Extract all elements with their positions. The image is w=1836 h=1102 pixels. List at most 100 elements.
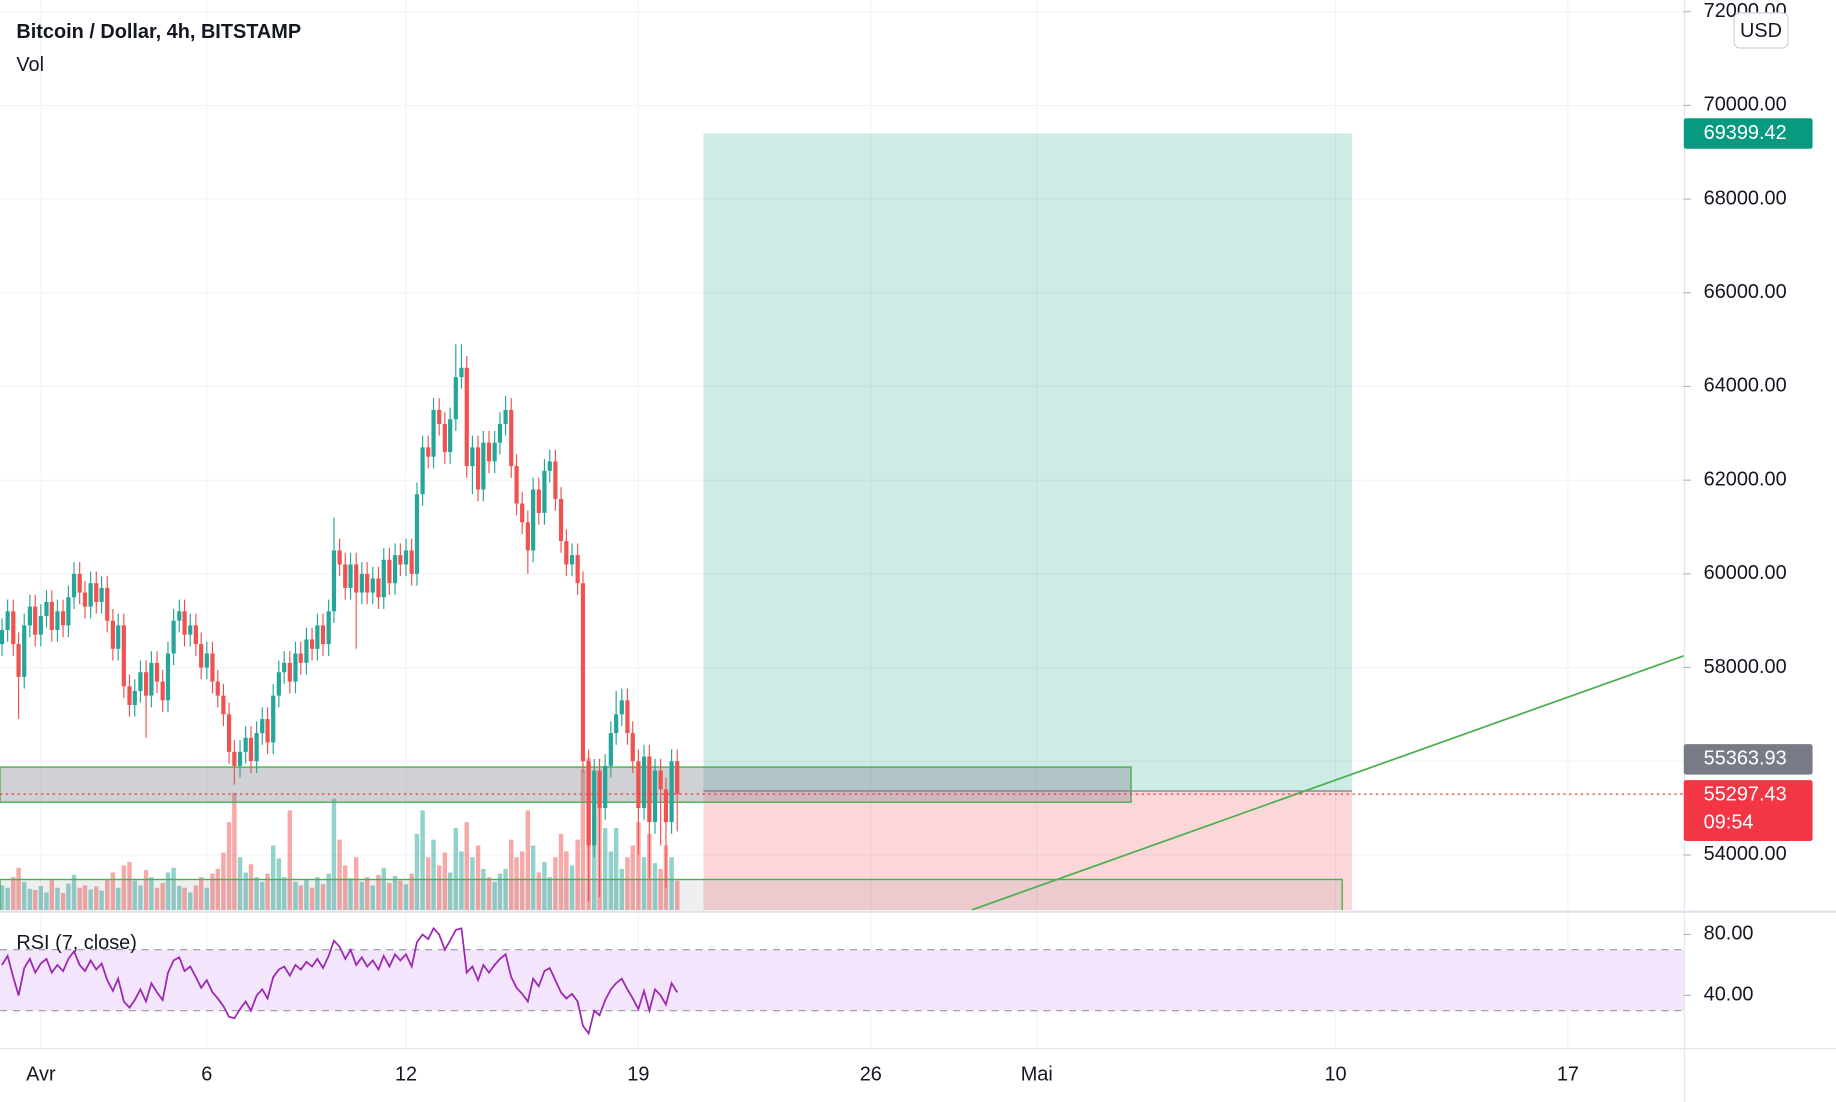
candle-body	[121, 625, 126, 687]
volume-bar	[381, 867, 386, 910]
candle-body	[442, 423, 447, 453]
volume-bar	[326, 873, 331, 910]
candle-body	[154, 662, 160, 682]
candle-body	[636, 761, 641, 809]
volume-bar	[304, 879, 309, 910]
candle-body	[105, 587, 110, 621]
target-price-tag: 69399.42	[1704, 122, 1787, 144]
volume-bar	[409, 873, 414, 910]
volume-bar	[77, 887, 82, 910]
x-tick-label: 26	[860, 1063, 882, 1085]
rsi-pane	[0, 926, 1684, 1036]
volume-bar	[414, 833, 420, 910]
y-tick-label: 68000.00	[1704, 187, 1787, 209]
currency-label[interactable]: USD	[1740, 20, 1782, 42]
candle-body	[370, 578, 375, 593]
volume-bar	[293, 881, 298, 910]
y-tick-label: 66000.00	[1704, 281, 1787, 303]
candle-body	[248, 737, 254, 762]
currency-button[interactable]	[1733, 12, 1789, 49]
volume-bar	[276, 858, 282, 910]
volume-bar	[376, 874, 381, 910]
volume-bar	[558, 833, 564, 910]
volume-bar	[309, 887, 315, 910]
candle-body	[326, 611, 331, 645]
volume-bar	[387, 883, 392, 910]
candle-body	[298, 653, 303, 663]
candle-body	[509, 409, 514, 467]
candle-body	[453, 377, 458, 420]
candle-body	[60, 611, 66, 626]
candle-body	[127, 686, 132, 705]
volume-bar	[248, 864, 254, 910]
candle-body	[381, 559, 386, 598]
volume-bar	[403, 884, 409, 910]
candle-body	[409, 550, 414, 574]
candle-body	[343, 564, 348, 588]
candle-body	[641, 756, 647, 809]
volume-bar	[564, 851, 569, 910]
candle-body	[226, 714, 232, 752]
candle-body	[38, 615, 43, 635]
candle-body	[27, 606, 32, 626]
rsi-label: RSI (7, close)	[16, 932, 136, 954]
volume-bar	[641, 857, 647, 910]
volume-bar	[44, 892, 49, 910]
rsi-tick-label: 80.00	[1704, 923, 1754, 945]
candle-body	[580, 583, 586, 762]
volume-bar	[198, 877, 204, 910]
candle-body	[420, 447, 425, 495]
candle-body	[348, 564, 353, 588]
candle-body	[663, 789, 669, 823]
volume-bar	[260, 881, 265, 910]
volume-bar	[5, 887, 10, 910]
volume-bar	[669, 857, 674, 910]
support-zone	[0, 878, 1343, 910]
candle-body	[315, 625, 320, 649]
volume-bar	[613, 827, 619, 910]
volume-bar	[575, 839, 580, 910]
volume-bar	[636, 822, 641, 910]
volume-bar	[265, 873, 270, 910]
volume-bar	[442, 852, 448, 910]
volume-bar	[619, 868, 625, 910]
candle-body	[276, 672, 281, 696]
candle-body	[597, 770, 602, 809]
candle-body	[475, 447, 481, 490]
volume-bar	[392, 875, 398, 910]
candle-body	[149, 662, 154, 696]
candle-body	[215, 681, 220, 696]
volume-bar	[16, 867, 21, 910]
volume-bar	[254, 877, 259, 910]
volume-bar	[459, 851, 464, 910]
candle-body	[265, 719, 270, 743]
x-tick-label: 10	[1324, 1063, 1346, 1085]
volume-bar	[232, 792, 237, 910]
volume-bar	[431, 839, 436, 910]
candle-body	[558, 498, 564, 542]
candle-body	[44, 601, 49, 616]
volume-bar	[625, 857, 630, 910]
volume-bar	[237, 857, 243, 910]
volume-bar	[160, 883, 165, 910]
volume-bar	[315, 877, 320, 910]
candle-body	[182, 611, 187, 635]
candle-body	[376, 578, 381, 598]
candle-body	[492, 442, 497, 462]
volume-bar	[281, 877, 287, 910]
candle-body	[652, 770, 658, 823]
candle-body	[99, 587, 104, 602]
y-tick-label: 60000.00	[1704, 562, 1787, 584]
candle-body	[625, 700, 630, 734]
volume-bar	[226, 822, 232, 910]
candle-body	[387, 559, 392, 584]
candle-body	[293, 653, 298, 682]
volume-bar	[348, 878, 353, 910]
volume-bar	[221, 852, 226, 910]
volume-bar	[270, 845, 276, 910]
candle-body	[138, 672, 143, 691]
volume-bar	[426, 857, 431, 910]
candle-body	[33, 606, 38, 635]
candle-body	[464, 367, 469, 467]
position-target-area	[703, 133, 1353, 792]
